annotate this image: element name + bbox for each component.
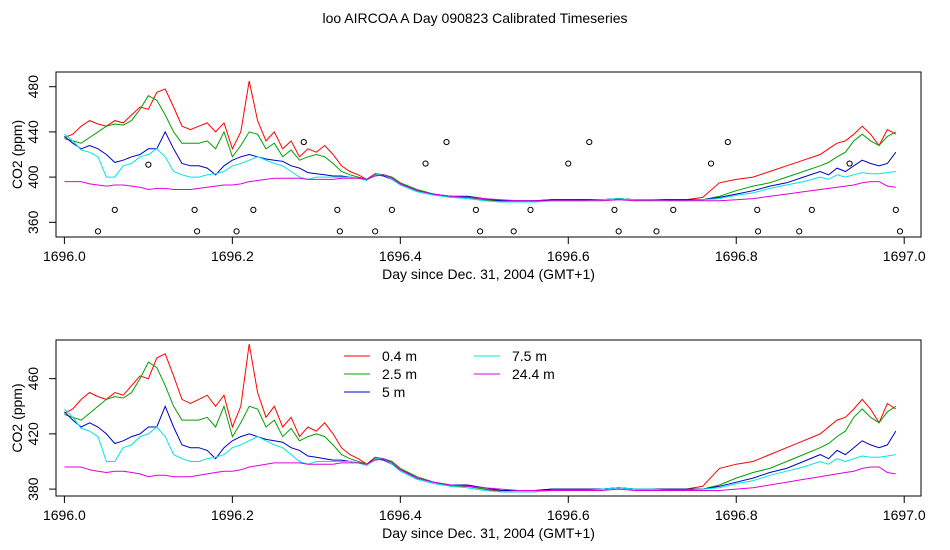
legend-label: 24.4 m <box>512 366 555 382</box>
flag-marker <box>707 160 715 167</box>
flag-marker <box>233 228 240 235</box>
flag-marker <box>896 228 904 235</box>
series-line-2-5-m <box>64 361 897 491</box>
x-tick-label: 1696.8 <box>715 507 758 523</box>
flag-marker <box>670 206 677 213</box>
y-tick-label: 440 <box>25 120 41 144</box>
x-axis-label: Day since Dec. 31, 2004 (GMT+1) <box>382 525 595 541</box>
legend-label: 0.4 m <box>382 348 417 364</box>
flag-marker <box>145 161 152 168</box>
series-line-7-5-m <box>64 133 896 203</box>
flag-marker <box>372 228 379 235</box>
x-tick-label: 1696.6 <box>547 248 590 264</box>
y-tick-label: 480 <box>25 75 41 99</box>
flag-marker <box>611 206 618 213</box>
top-chart-panel: 1696.0 1696.2 1696.4 1696.6 1696.8 1697.0 360 4… <box>9 71 926 282</box>
x-tick-label: 1696.0 <box>43 507 86 523</box>
series-line-2-5-m <box>64 95 897 202</box>
y-axis-label: CO2 (ppm) <box>9 120 25 189</box>
x-tick-label: 1697.0 <box>883 248 926 264</box>
flag-marker <box>892 206 899 213</box>
flag-marker <box>94 228 102 235</box>
legend-label: 2.5 m <box>382 366 417 382</box>
flag-marker <box>472 206 480 213</box>
flag-marker <box>724 138 731 146</box>
series-line-24-4-m <box>64 458 896 491</box>
flag-marker <box>754 206 761 213</box>
flag-marker <box>808 206 815 213</box>
plot-frame <box>55 339 922 497</box>
y-axis-label: CO2 (ppm) <box>9 383 25 452</box>
legend-label: 7.5 m <box>512 348 547 364</box>
y-tick-label: 460 <box>25 367 41 391</box>
flag-marker <box>653 228 660 235</box>
x-tick-label: 1696.2 <box>211 248 254 264</box>
flag-marker <box>754 228 762 235</box>
y-tick-label: 400 <box>25 165 41 189</box>
flag-marker <box>111 206 118 213</box>
flag-marker <box>477 228 484 235</box>
series-line-5-m <box>64 130 897 202</box>
flag-marker <box>510 228 517 235</box>
x-tick-label: 1697.0 <box>883 507 926 523</box>
bottom-chart-panel: 1696.0 1696.2 1696.4 1696.6 1696.8 1697.0 380 4… <box>9 339 926 541</box>
flag-marker <box>422 160 429 167</box>
series-line-0-4-m <box>64 344 897 493</box>
plot-frame <box>55 71 922 238</box>
flag-marker <box>250 206 257 213</box>
flag-marker <box>796 228 803 235</box>
series-line-7-5-m <box>64 408 896 493</box>
flag-marker <box>300 138 307 146</box>
flag-marker <box>565 160 572 167</box>
x-tick-label: 1696.2 <box>211 507 254 523</box>
x-tick-label: 1696.8 <box>715 248 758 264</box>
flag-marker <box>334 206 341 213</box>
y-tick-label: 380 <box>25 477 41 501</box>
flag-marker <box>443 138 450 146</box>
legend-label: 5 m <box>382 384 405 400</box>
flag-marker <box>336 228 343 235</box>
x-tick-label: 1696.4 <box>379 507 422 523</box>
x-tick-label: 1696.0 <box>43 248 86 264</box>
x-tick-label: 1696.4 <box>379 248 422 264</box>
x-axis-label: Day since Dec. 31, 2004 (GMT+1) <box>382 266 595 282</box>
flag-marker <box>191 206 198 213</box>
series-line-24-4-m <box>64 174 896 202</box>
series-line-5-m <box>64 404 897 491</box>
y-tick-label: 420 <box>25 422 41 446</box>
flag-marker <box>193 228 201 235</box>
flag-marker <box>615 228 622 235</box>
flag-marker <box>527 206 534 213</box>
page-title: loo AIRCOA A Day 090823 Calibrated Times… <box>322 10 628 26</box>
flag-marker <box>846 160 853 167</box>
flag-marker <box>586 138 593 146</box>
series-line-0-4-m <box>64 80 897 203</box>
y-tick-label: 360 <box>25 210 41 234</box>
x-tick-label: 1696.6 <box>547 507 590 523</box>
flag-marker <box>388 206 396 213</box>
